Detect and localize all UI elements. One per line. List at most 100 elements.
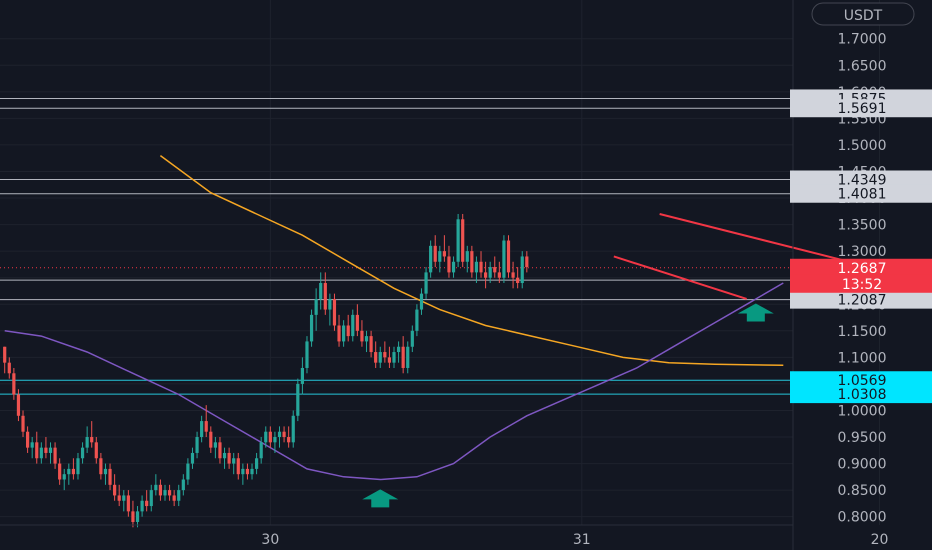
candle[interactable] <box>90 421 94 448</box>
candle[interactable] <box>374 341 378 368</box>
candle[interactable] <box>218 437 222 464</box>
candle[interactable] <box>314 288 318 331</box>
candle[interactable] <box>58 458 62 485</box>
candle[interactable] <box>282 426 286 443</box>
candle[interactable] <box>158 479 163 501</box>
candle[interactable] <box>406 341 410 374</box>
candle[interactable] <box>3 346 7 374</box>
candle[interactable] <box>44 437 48 459</box>
time-axis[interactable]: 30 31 20 <box>261 532 888 548</box>
candle[interactable] <box>433 235 437 268</box>
candle[interactable] <box>67 463 71 485</box>
candle[interactable] <box>520 251 524 289</box>
candle[interactable] <box>190 447 195 469</box>
candle[interactable] <box>135 506 140 528</box>
moving-average-fast[interactable] <box>159 154 784 367</box>
candle[interactable] <box>39 442 43 464</box>
candle[interactable] <box>122 490 126 512</box>
candle[interactable] <box>300 357 304 395</box>
candle[interactable] <box>401 336 405 374</box>
candle[interactable] <box>511 261 515 289</box>
candle[interactable] <box>488 261 492 284</box>
candle[interactable] <box>53 442 57 469</box>
candle[interactable] <box>94 437 98 464</box>
candle[interactable] <box>62 468 66 491</box>
candle[interactable] <box>204 405 208 438</box>
candle[interactable] <box>493 256 497 278</box>
candle[interactable] <box>48 442 53 464</box>
candle[interactable] <box>172 490 176 507</box>
candle[interactable] <box>410 325 414 353</box>
candle[interactable] <box>277 426 282 448</box>
candle[interactable] <box>525 251 529 273</box>
candle[interactable] <box>268 426 272 448</box>
candle[interactable] <box>163 484 167 501</box>
candle[interactable] <box>479 251 483 278</box>
up-arrow-icon[interactable] <box>737 303 774 322</box>
candle[interactable] <box>332 293 337 331</box>
candle[interactable] <box>200 415 204 443</box>
candle[interactable] <box>424 267 428 299</box>
candle[interactable] <box>451 256 456 278</box>
candle[interactable] <box>342 320 346 347</box>
candle[interactable] <box>319 272 323 310</box>
candle[interactable] <box>291 410 295 448</box>
candle[interactable] <box>241 463 245 485</box>
candle[interactable] <box>470 245 474 278</box>
candle[interactable] <box>154 474 158 496</box>
candle[interactable] <box>167 484 172 501</box>
currency-button[interactable]: USDT <box>811 2 915 26</box>
candle[interactable] <box>484 261 488 289</box>
candle[interactable] <box>21 410 25 438</box>
candle[interactable] <box>76 452 80 480</box>
candle[interactable] <box>80 442 85 464</box>
moving-average-slow[interactable] <box>4 282 784 481</box>
candle[interactable] <box>497 261 501 284</box>
candle[interactable] <box>447 245 451 278</box>
candle[interactable] <box>351 309 355 342</box>
candle[interactable] <box>259 437 263 464</box>
candle[interactable] <box>305 336 309 374</box>
candle[interactable] <box>360 320 364 347</box>
candle[interactable] <box>378 346 382 368</box>
candle[interactable] <box>85 426 89 453</box>
candle[interactable] <box>35 431 39 464</box>
candle[interactable] <box>442 235 446 262</box>
candle[interactable] <box>103 463 108 485</box>
candle[interactable] <box>12 367 16 400</box>
candle[interactable] <box>99 452 103 480</box>
candle[interactable] <box>7 357 11 379</box>
candle[interactable] <box>516 267 520 289</box>
candle[interactable] <box>273 431 277 453</box>
candle[interactable] <box>131 500 135 528</box>
candle[interactable] <box>337 314 341 347</box>
candle[interactable] <box>415 304 419 337</box>
candle[interactable] <box>474 256 479 284</box>
candle[interactable] <box>149 484 153 512</box>
candle[interactable] <box>108 463 112 491</box>
candle[interactable] <box>296 378 300 422</box>
candle[interactable] <box>117 484 121 507</box>
candle[interactable] <box>195 431 199 459</box>
candle[interactable] <box>383 341 387 363</box>
candle[interactable] <box>419 288 424 315</box>
candle[interactable] <box>181 474 185 496</box>
candle[interactable] <box>30 437 34 459</box>
candle[interactable] <box>392 346 396 368</box>
candle[interactable] <box>140 495 144 517</box>
candle[interactable] <box>209 426 213 453</box>
candle[interactable] <box>26 426 30 453</box>
candle[interactable] <box>222 447 227 469</box>
candle[interactable] <box>355 304 359 337</box>
candle[interactable] <box>369 330 373 358</box>
candle[interactable] <box>16 389 21 422</box>
candle[interactable] <box>250 463 254 480</box>
candle[interactable] <box>309 309 314 347</box>
candle[interactable] <box>213 437 217 459</box>
candle[interactable] <box>465 245 469 273</box>
candle[interactable] <box>177 484 181 507</box>
candle[interactable] <box>396 341 401 363</box>
candle[interactable] <box>429 240 433 278</box>
candle[interactable] <box>145 490 149 512</box>
